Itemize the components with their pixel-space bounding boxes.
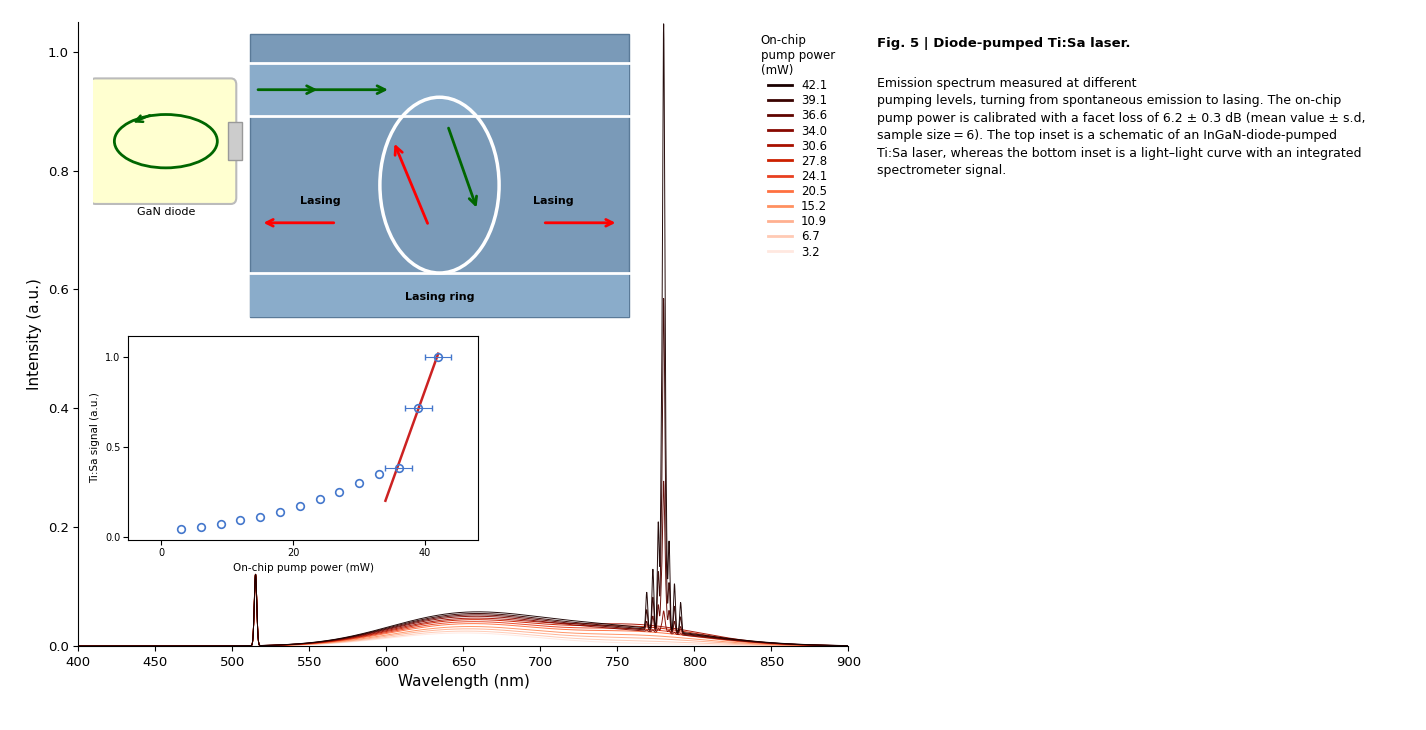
FancyBboxPatch shape	[250, 273, 629, 317]
Y-axis label: Ti:Sa signal (a.u.): Ti:Sa signal (a.u.)	[90, 393, 100, 483]
Y-axis label: Intensity (a.u.): Intensity (a.u.)	[27, 278, 43, 390]
Text: Fig. 5 | Diode-pumped Ti:Sa laser.: Fig. 5 | Diode-pumped Ti:Sa laser.	[877, 36, 1131, 50]
X-axis label: On-chip pump power (mW): On-chip pump power (mW)	[232, 564, 374, 573]
Text: Lasing: Lasing	[533, 196, 573, 206]
X-axis label: Wavelength (nm): Wavelength (nm)	[398, 675, 529, 689]
FancyBboxPatch shape	[228, 123, 242, 160]
FancyBboxPatch shape	[250, 63, 629, 116]
Text: Emission spectrum measured at different
pumping levels, turning from spontaneous: Emission spectrum measured at different …	[877, 77, 1366, 177]
Text: GaN diode: GaN diode	[137, 207, 195, 217]
FancyBboxPatch shape	[250, 34, 629, 317]
Legend: 42.1, 39.1, 36.6, 34.0, 30.6, 27.8, 24.1, 20.5, 15.2, 10.9, 6.7, 3.2: 42.1, 39.1, 36.6, 34.0, 30.6, 27.8, 24.1…	[760, 34, 834, 258]
Text: Lasing ring: Lasing ring	[405, 292, 475, 302]
Text: Lasing: Lasing	[299, 196, 341, 206]
FancyBboxPatch shape	[90, 78, 237, 204]
